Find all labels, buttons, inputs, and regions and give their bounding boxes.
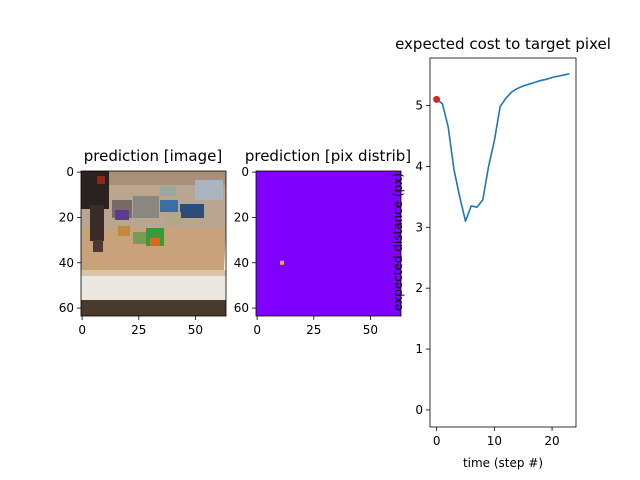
cost-y-tick-label: 0 (415, 403, 423, 417)
cost-plot-group (433, 73, 570, 222)
heatmap-peak (280, 260, 285, 265)
cost-panel-title: expected cost to target pixel (395, 35, 611, 53)
pix-distrib-y-tick-label: 60 (234, 301, 249, 315)
cost-y-tick-label: 3 (415, 220, 423, 234)
image-floor-dark (81, 300, 226, 316)
pix-distrib-y-tick-label: 20 (234, 210, 249, 224)
cost-y-axis-label: expected distance (px) (391, 173, 405, 311)
image-x-tick-label: 50 (188, 323, 203, 337)
image-content (81, 171, 226, 316)
image-robot-arm (93, 240, 103, 252)
image-y-tick-label: 40 (59, 256, 74, 270)
cost-x-tick-label: 0 (433, 434, 441, 448)
cost-y-ticks: 0 1 2 3 4 5 (415, 98, 430, 417)
image-object (118, 226, 130, 236)
pix-distrib-x-ticks: 0 25 50 (253, 316, 378, 337)
image-y-tick-label: 0 (66, 165, 74, 179)
heatmap-peak-group (280, 260, 285, 265)
image-robot-arm (90, 205, 104, 241)
pix-distrib-x-tick-label: 0 (253, 323, 261, 337)
image-panel: prediction [image] (59, 147, 227, 337)
cost-y-tick-label: 1 (415, 342, 423, 356)
pix-distrib-axes-frame (255, 170, 402, 317)
pix-distrib-x-tick-label: 25 (306, 323, 321, 337)
image-wall-shadow (81, 171, 226, 185)
image-object (150, 238, 160, 246)
image-x-ticks: 0 25 50 (78, 316, 203, 337)
image-table-edge (81, 270, 226, 276)
image-object (195, 180, 223, 200)
cost-y-tick-label: 5 (415, 98, 423, 112)
image-y-ticks: 0 20 40 60 (59, 165, 81, 315)
cost-x-ticks: 0 10 20 (433, 427, 560, 448)
image-table (81, 228, 226, 272)
image-y-tick-label: 20 (59, 210, 74, 224)
cost-panel: expected cost to target pixel 0 10 20 0 1 2 3… (391, 35, 611, 470)
cost-y-tick-label: 2 (415, 281, 423, 295)
image-panel-title: prediction [image] (84, 147, 222, 165)
pix-distrib-panel-title: prediction [pix distrib] (245, 147, 411, 165)
cost-y-tick-label: 4 (415, 159, 423, 173)
cost-x-tick-label: 10 (487, 434, 502, 448)
image-object (160, 186, 176, 196)
cost-x-tick-label: 20 (544, 434, 559, 448)
cost-x-axis-label: time (step #) (463, 456, 543, 470)
image-x-tick-label: 0 (78, 323, 86, 337)
image-object (165, 212, 181, 226)
image-object (115, 210, 129, 220)
image-axes-frame (80, 170, 227, 317)
pix-distrib-y-tick-label: 40 (234, 256, 249, 270)
pix-distrib-y-ticks: 0 20 40 60 (234, 165, 256, 315)
heatmap-background (256, 171, 401, 316)
pix-distrib-panel: prediction [pix distrib] 0 25 50 0 20 40 60 (234, 147, 411, 337)
image-robot-arm-accent (97, 176, 105, 184)
image-x-tick-label: 25 (131, 323, 146, 337)
pix-distrib-x-tick-label: 50 (363, 323, 378, 337)
image-y-tick-label: 60 (59, 301, 74, 315)
image-floor (81, 276, 226, 300)
cost-axes-frame (429, 57, 577, 428)
cost-axes-background (430, 58, 576, 427)
pix-distrib-y-tick-label: 0 (241, 165, 249, 179)
image-object (160, 200, 178, 212)
image-object (133, 196, 159, 218)
cost-start-marker (433, 95, 441, 103)
image-object (180, 204, 204, 218)
cost-series-line (436, 73, 570, 222)
